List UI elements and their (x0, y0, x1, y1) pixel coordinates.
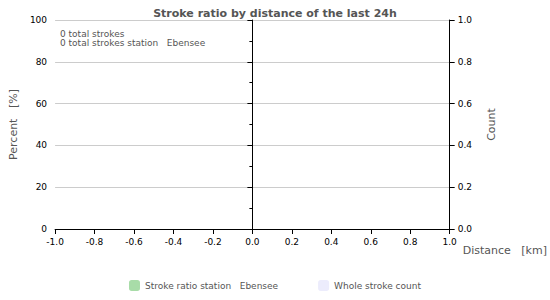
svg-text:40: 40 (36, 140, 48, 150)
svg-text:Stroke ratio station Ebensee: Stroke ratio station Ebensee (145, 281, 279, 291)
svg-text:0.2: 0.2 (458, 182, 472, 192)
svg-text:-0.4: -0.4 (165, 237, 183, 247)
svg-text:20: 20 (36, 182, 48, 192)
svg-text:-1.0: -1.0 (46, 237, 64, 247)
svg-text:-0.2: -0.2 (204, 237, 222, 247)
svg-text:1.0: 1.0 (458, 15, 473, 25)
svg-text:0.4: 0.4 (458, 140, 473, 150)
svg-text:0.8: 0.8 (403, 237, 418, 247)
svg-text:0.0: 0.0 (245, 237, 260, 247)
svg-text:0: 0 (41, 224, 47, 234)
svg-text:Percent [%]: Percent [%] (7, 89, 20, 160)
svg-text:80: 80 (36, 57, 48, 67)
svg-text:Distance [km]: Distance [km] (463, 244, 547, 257)
svg-text:60: 60 (36, 99, 48, 109)
svg-text:-0.8: -0.8 (86, 237, 104, 247)
svg-text:Count: Count (485, 107, 498, 140)
svg-text:0.4: 0.4 (324, 237, 339, 247)
svg-text:0 total strokes: 0 total strokes (60, 28, 125, 39)
svg-text:1.0: 1.0 (443, 237, 458, 247)
svg-text:0.0: 0.0 (458, 224, 473, 234)
svg-text:0 total strokes station Eben: 0 total strokes station Ebensee (60, 38, 206, 48)
svg-text:Whole stroke count: Whole stroke count (334, 281, 421, 291)
svg-text:-0.6: -0.6 (125, 237, 143, 247)
svg-text:0.2: 0.2 (285, 237, 299, 247)
svg-text:0.8: 0.8 (458, 57, 473, 67)
svg-text:0.6: 0.6 (364, 237, 379, 247)
svg-text:0.6: 0.6 (458, 99, 473, 109)
svg-text:Stroke ratio by distance of th: Stroke ratio by distance of the last 24h (153, 7, 397, 20)
svg-text:100: 100 (30, 15, 47, 25)
